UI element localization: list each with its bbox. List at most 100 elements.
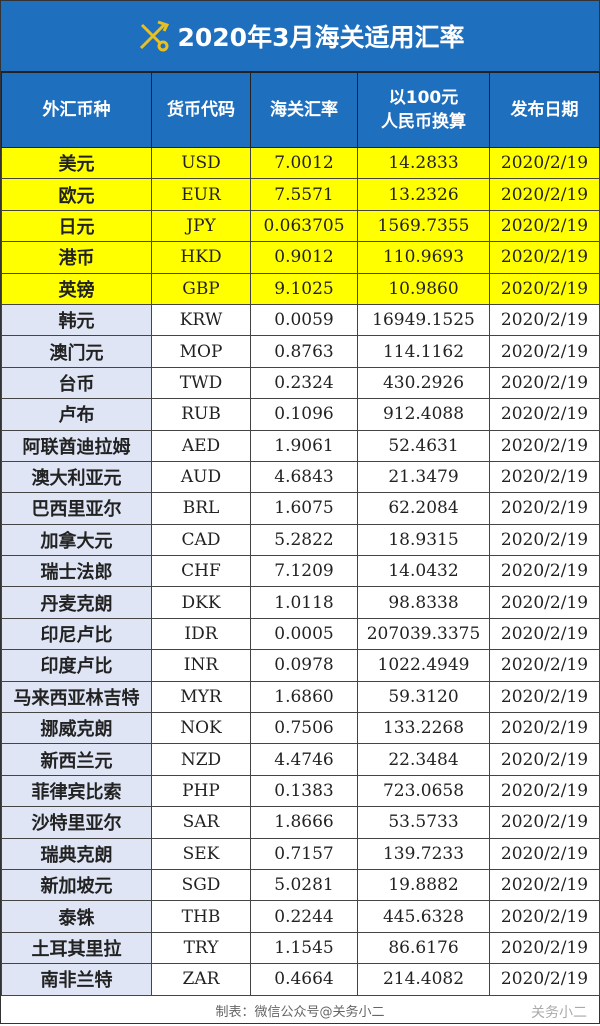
per-100-cny: 10.9860 [357, 272, 490, 305]
table-row: 新加坡元 SGD 5.0281 19.8882 2020/2/19 [1, 868, 600, 902]
currency-name: 菲律宾比索 [1, 774, 152, 808]
per-100-cny: 1569.7355 [357, 209, 490, 243]
currency-name: 欧元 [1, 178, 152, 211]
per-100-cny: 723.0658 [357, 774, 490, 808]
table-row: 瑞典克朗 SEK 0.7157 139.7233 2020/2/19 [1, 837, 600, 870]
table-row: 南非兰特 ZAR 0.4664 214.4082 2020/2/19 [1, 963, 600, 996]
currency-name: 瑞士法郎 [1, 555, 152, 588]
currency-name: 美元 [1, 146, 152, 180]
table-row: 瑞士法郎 CHF 7.1209 14.0432 2020/2/19 [1, 555, 600, 588]
currency-code: SEK [151, 837, 251, 870]
page-title: 2020年3月海关适用汇率 [177, 23, 465, 52]
customs-rate: 9.1025 [250, 272, 358, 305]
table-row: 日元 JPY 0.063705 1569.7355 2020/2/19 [1, 209, 600, 243]
table-row: 阿联酋迪拉姆 AED 1.9061 52.4631 2020/2/19 [1, 429, 600, 462]
customs-rate: 0.4664 [250, 963, 358, 996]
per-100-cny: 110.9693 [357, 241, 490, 274]
currency-code: BRL [151, 492, 251, 525]
table-row: 韩元 KRW 0.0059 16949.1525 2020/2/19 [1, 303, 600, 337]
per-100-cny: 16949.1525 [357, 303, 490, 337]
per-100-cny: 207039.3375 [357, 617, 490, 651]
publish-date: 2020/2/19 [489, 303, 600, 337]
customs-rate: 1.9061 [250, 429, 358, 462]
currency-code: KRW [151, 303, 251, 337]
publish-date: 2020/2/19 [489, 146, 600, 180]
header-rate: 海关汇率 [250, 72, 358, 148]
per-100-cny: 430.2926 [357, 366, 490, 400]
table-row: 印度卢比 INR 0.0978 1022.4949 2020/2/19 [1, 649, 600, 682]
footer-credit: 制表：微信公众号@关务小二 [215, 1005, 385, 1021]
currency-name: 马来西亚林吉特 [1, 680, 152, 714]
table-row: 欧元 EUR 7.5571 13.2326 2020/2/19 [1, 178, 600, 211]
per-100-cny: 98.8338 [357, 586, 490, 619]
currency-name: 港币 [1, 241, 152, 274]
publish-date: 2020/2/19 [489, 712, 600, 745]
currency-name: 台币 [1, 366, 152, 400]
publish-date: 2020/2/19 [489, 963, 600, 996]
customs-rate: 5.0281 [250, 868, 358, 902]
customs-rate: 0.2244 [250, 900, 358, 933]
customs-rate: 0.0059 [250, 303, 358, 337]
publish-date: 2020/2/19 [489, 586, 600, 619]
currency-name: 巴西里亚尔 [1, 492, 152, 525]
publish-date: 2020/2/19 [489, 774, 600, 808]
currency-code: RUB [151, 398, 251, 431]
currency-code: GBP [151, 272, 251, 305]
currency-code: NZD [151, 743, 251, 776]
table-row: 台币 TWD 0.2324 430.2926 2020/2/19 [1, 366, 600, 400]
currency-code: SAR [151, 806, 251, 839]
table-row: 美元 USD 7.0012 14.2833 2020/2/19 [1, 146, 600, 180]
table-row: 澳门元 MOP 0.8763 114.1162 2020/2/19 [1, 335, 600, 368]
title-bar: 2020年3月海关适用汇率 [1, 1, 599, 72]
table-row: 澳大利亚元 AUD 4.6843 21.3479 2020/2/19 [1, 460, 600, 494]
currency-code: MOP [151, 335, 251, 368]
currency-code: AED [151, 429, 251, 462]
header-per-100-line1: 以100元 [388, 88, 459, 108]
publish-date: 2020/2/19 [489, 460, 600, 494]
table-row: 泰铢 THB 0.2244 445.6328 2020/2/19 [1, 900, 600, 933]
table-row: 土耳其里拉 TRY 1.1545 86.6176 2020/2/19 [1, 931, 600, 965]
per-100-cny: 52.4631 [357, 429, 490, 462]
customs-rate: 0.7157 [250, 837, 358, 870]
currency-code: USD [151, 146, 251, 180]
publish-date: 2020/2/19 [489, 335, 600, 368]
currency-name: 新加坡元 [1, 868, 152, 902]
per-100-cny: 114.1162 [357, 335, 490, 368]
per-100-cny: 18.9315 [357, 523, 490, 557]
per-100-cny: 14.2833 [357, 146, 490, 180]
currency-code: TRY [151, 931, 251, 965]
currency-name: 泰铢 [1, 900, 152, 933]
customs-rate: 1.8666 [250, 806, 358, 839]
currency-code: DKK [151, 586, 251, 619]
currency-name: 新西兰元 [1, 743, 152, 776]
currency-code: NOK [151, 712, 251, 745]
publish-date: 2020/2/19 [489, 617, 600, 651]
currency-name: 挪威克朗 [1, 712, 152, 745]
currency-code: INR [151, 649, 251, 682]
currency-name: 印尼卢比 [1, 617, 152, 651]
customs-emblem-icon [136, 19, 170, 53]
customs-rate: 0.8763 [250, 335, 358, 368]
publish-date: 2020/2/19 [489, 931, 600, 965]
customs-rate: 1.1545 [250, 931, 358, 965]
customs-rate: 0.0978 [250, 649, 358, 682]
per-100-cny: 912.4088 [357, 398, 490, 431]
customs-rate: 0.0005 [250, 617, 358, 651]
footer: 制表：微信公众号@关务小二 关务小二 [1, 996, 599, 1026]
customs-rate: 0.2324 [250, 366, 358, 400]
publish-date: 2020/2/19 [489, 868, 600, 902]
table-row: 马来西亚林吉特 MYR 1.6860 59.3120 2020/2/19 [1, 680, 600, 714]
currency-name: 瑞典克朗 [1, 837, 152, 870]
currency-code: TWD [151, 366, 251, 400]
per-100-cny: 86.6176 [357, 931, 490, 965]
currency-code: CAD [151, 523, 251, 557]
currency-code: PHP [151, 774, 251, 808]
publish-date: 2020/2/19 [489, 523, 600, 557]
table-row: 英镑 GBP 9.1025 10.9860 2020/2/19 [1, 272, 600, 305]
publish-date: 2020/2/19 [489, 555, 600, 588]
watermark: 关务小二 [531, 1004, 587, 1021]
currency-code: AUD [151, 460, 251, 494]
customs-rate: 7.5571 [250, 178, 358, 211]
currency-name: 韩元 [1, 303, 152, 337]
table-row: 沙特里亚尔 SAR 1.8666 53.5733 2020/2/19 [1, 806, 600, 839]
